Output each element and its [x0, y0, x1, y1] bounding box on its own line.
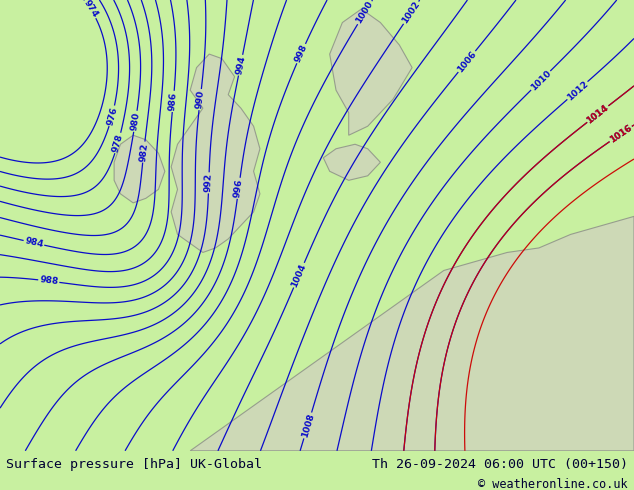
- Text: 1014: 1014: [585, 103, 611, 125]
- Polygon shape: [323, 144, 380, 180]
- Text: 988: 988: [39, 275, 59, 287]
- Text: Surface pressure [hPa] UK-Global: Surface pressure [hPa] UK-Global: [6, 458, 262, 471]
- Text: © weatheronline.co.uk: © weatheronline.co.uk: [478, 478, 628, 490]
- Text: 1016: 1016: [608, 123, 633, 145]
- Text: 978: 978: [111, 133, 125, 153]
- Polygon shape: [171, 54, 260, 252]
- Text: 1014: 1014: [585, 103, 611, 125]
- Text: 1000: 1000: [354, 0, 375, 25]
- Text: 974: 974: [82, 0, 100, 20]
- Text: 986: 986: [168, 92, 179, 111]
- Text: 1012: 1012: [565, 79, 590, 102]
- Text: 992: 992: [204, 173, 214, 193]
- Polygon shape: [330, 9, 412, 135]
- Text: 976: 976: [105, 105, 119, 126]
- Text: 990: 990: [195, 90, 205, 109]
- Text: 994: 994: [235, 55, 247, 75]
- Polygon shape: [114, 135, 165, 203]
- Text: 1008: 1008: [300, 412, 316, 439]
- Text: 1006: 1006: [455, 49, 478, 74]
- Text: 1002: 1002: [401, 0, 422, 25]
- Text: 996: 996: [233, 178, 245, 198]
- Text: 1016: 1016: [608, 123, 633, 145]
- Text: 1010: 1010: [529, 69, 553, 93]
- Text: 1004: 1004: [290, 262, 308, 289]
- Text: 982: 982: [138, 142, 149, 162]
- Text: 980: 980: [129, 111, 141, 131]
- Text: Th 26-09-2024 06:00 UTC (00+150): Th 26-09-2024 06:00 UTC (00+150): [372, 458, 628, 471]
- Polygon shape: [190, 217, 634, 451]
- Text: 984: 984: [23, 236, 44, 249]
- Text: 998: 998: [293, 43, 309, 64]
